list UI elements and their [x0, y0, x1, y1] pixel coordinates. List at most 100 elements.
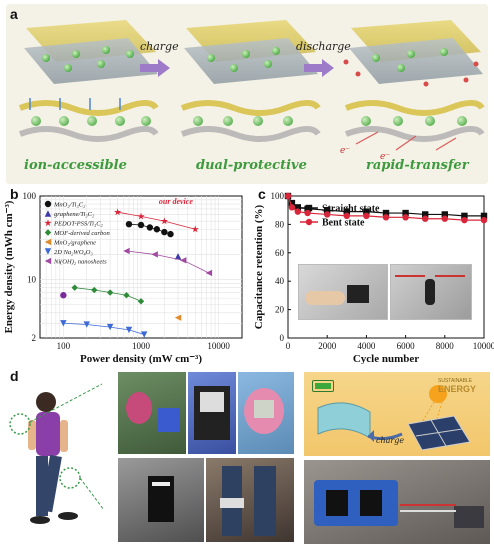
- y-tick-label: 100: [23, 191, 37, 201]
- legend-marker: [44, 210, 52, 217]
- data-point: [60, 320, 67, 327]
- data-point: [294, 204, 301, 211]
- data-point: [461, 212, 468, 220]
- sustainable-logo-line2: ENERGY: [438, 384, 477, 394]
- data-point: [161, 228, 168, 236]
- wearable-photo-1: [118, 458, 204, 542]
- data-point: [294, 208, 301, 215]
- panel-label-a: a: [10, 6, 18, 22]
- stage-1-sheets: [24, 20, 158, 84]
- series-line: [126, 250, 210, 274]
- legend-marker: [44, 238, 52, 246]
- panel-e-illustration: charge SUSTAINABLE ENERGY: [304, 372, 490, 456]
- legend-label: 2D Na₂WO₄O₃: [54, 249, 93, 256]
- data-point: [402, 209, 409, 217]
- data-point: [441, 211, 448, 218]
- data-point: [71, 284, 78, 291]
- data-point: [422, 211, 429, 218]
- discharge-arrow: [304, 59, 334, 77]
- data-point: [106, 289, 114, 296]
- device-photo-2: [188, 372, 236, 454]
- data-point: [151, 251, 158, 258]
- data-point: [113, 208, 122, 216]
- y-tick-label: 20: [275, 305, 285, 315]
- y-tick-label: 10: [27, 275, 37, 285]
- energy-power-chart: 100 1000 10000 2 10 100 Power density (mW cm⁻³…: [3, 191, 243, 364]
- charge-arrow: [140, 59, 170, 77]
- legend-label: Bent state: [322, 218, 365, 229]
- data-point: [91, 286, 98, 294]
- data-point: [343, 208, 350, 215]
- wearable-photo-2: [206, 458, 294, 542]
- data-point: [123, 292, 130, 299]
- data-point: [160, 217, 169, 225]
- data-point: [180, 257, 187, 264]
- legend-marker: [44, 219, 52, 227]
- legend-label: MOF-derived carbon: [53, 230, 110, 237]
- solar-charging-photo: [304, 460, 490, 544]
- data-point: [174, 253, 182, 260]
- x-tick-label: 1000: [132, 341, 151, 351]
- data-point: [174, 314, 182, 321]
- legend-marker: [44, 248, 52, 255]
- bent-state-photo: [390, 264, 472, 320]
- charge-label: charge: [140, 40, 179, 53]
- data-point: [402, 214, 409, 221]
- stage-label-dual-protective: dual-protective: [196, 158, 307, 173]
- data-point: [167, 230, 174, 238]
- data-point: [153, 226, 161, 233]
- legend-label: MnO₂/graphene: [53, 240, 96, 247]
- x-tick-label: 100: [57, 341, 71, 351]
- sustainable-logo-line1: SUSTAINABLE: [438, 378, 473, 384]
- data-point: [205, 269, 213, 277]
- panel-label-b: b: [10, 186, 19, 202]
- stage-label-ion-accessible: ion-accessible: [24, 158, 127, 173]
- y-tick-label: 100: [271, 191, 285, 201]
- legend-label: graphene/Ti₃C₂: [54, 211, 95, 218]
- data-point: [363, 212, 370, 220]
- data-point: [137, 298, 145, 305]
- legend-marker: [305, 218, 313, 226]
- device-photo-1: [118, 372, 186, 454]
- data-point: [284, 192, 292, 200]
- data-point: [137, 221, 145, 229]
- data-point: [422, 215, 429, 222]
- data-point: [125, 326, 133, 334]
- data-point: [441, 215, 448, 222]
- x-axis-title: Cycle number: [353, 353, 419, 364]
- charging-scene: [317, 385, 471, 451]
- x-axis-title: Power density (mW cm⁻³): [80, 353, 202, 364]
- data-point: [60, 292, 67, 299]
- device-photo-3: [238, 372, 294, 454]
- data-point: [123, 247, 130, 255]
- data-point: [343, 212, 350, 220]
- data-point: [363, 208, 370, 215]
- stage-3-sheets: [343, 20, 483, 87]
- electron-label-1: e⁻: [340, 146, 351, 156]
- stage-2-detail: [180, 100, 321, 142]
- x-tick-label: 6000: [397, 341, 416, 351]
- stage-label-rapid-transfer: rapid-transfer: [366, 158, 469, 173]
- legend-marker: [305, 204, 313, 212]
- data-point: [191, 225, 199, 233]
- data-point: [480, 212, 488, 220]
- battery-icon: [312, 380, 334, 392]
- data-point: [324, 207, 331, 214]
- data-point: [461, 216, 468, 224]
- x-tick-label: 0: [286, 341, 291, 351]
- x-tick-label: 4000: [357, 341, 376, 351]
- data-point: [146, 224, 154, 231]
- data-point: [382, 209, 390, 217]
- stage-3-detail: [344, 100, 485, 151]
- panel-e-charge-label: charge: [376, 436, 405, 445]
- panel-label-c: c: [258, 186, 266, 202]
- electron-label-2: e⁻: [380, 152, 391, 162]
- stage-2-sheets: [184, 20, 318, 84]
- x-tick-label: 10000: [207, 341, 230, 351]
- data-point: [141, 331, 148, 338]
- data-point: [106, 323, 114, 331]
- y-tick-label: 0: [280, 333, 285, 343]
- data-point: [125, 220, 133, 228]
- y-axis-title: Capacitance retention (%): [253, 204, 265, 329]
- series-line: [117, 211, 196, 230]
